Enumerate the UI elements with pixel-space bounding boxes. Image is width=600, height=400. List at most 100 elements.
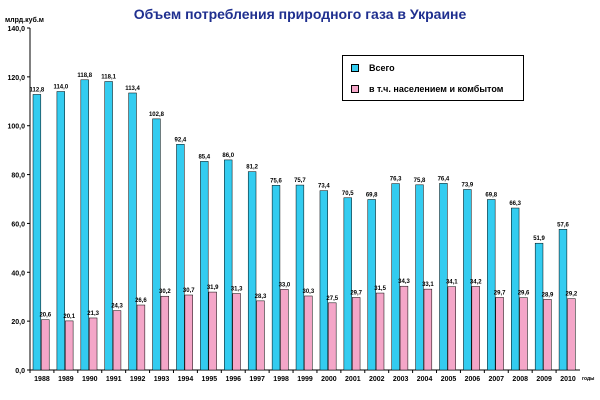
bar-population — [352, 297, 361, 371]
bar-population — [304, 295, 313, 371]
data-label-population: 29,2 — [566, 292, 578, 298]
data-label-total: 85,4 — [198, 154, 210, 160]
bar-total — [56, 91, 65, 371]
y-tick-label: 20,0 — [11, 319, 25, 326]
data-label-population: 26,6 — [135, 298, 147, 304]
bar-population — [280, 289, 289, 371]
bar-total — [32, 94, 42, 371]
bar-population — [65, 320, 74, 371]
legend-item-population: в т.ч. населением и комбытом — [351, 84, 503, 94]
bar-total — [439, 183, 448, 371]
x-tick-label: 1994 — [178, 376, 194, 383]
x-tick-label: 2004 — [417, 376, 433, 383]
data-label-population: 31,3 — [231, 287, 243, 293]
data-label-total: 113,4 — [125, 86, 140, 92]
x-tick-label: 1988 — [34, 376, 50, 383]
data-label-total: 66,3 — [509, 201, 521, 207]
bar-total — [511, 207, 520, 371]
bar-total — [391, 183, 400, 371]
x-tick-label: 1989 — [58, 376, 74, 383]
y-tick-label: 40,0 — [11, 270, 25, 277]
legend-label-population: в т.ч. населением и комбытом — [369, 84, 504, 94]
legend-swatch-total — [351, 64, 359, 72]
data-label-population: 33,0 — [279, 282, 291, 288]
data-label-population: 34,3 — [398, 279, 410, 285]
data-label-total: 70,5 — [342, 191, 354, 197]
bar-population — [447, 286, 456, 371]
bar-population — [567, 298, 576, 371]
bar-total — [463, 189, 472, 371]
y-tick-label: 140,0 — [7, 26, 25, 33]
bar-total — [271, 185, 281, 371]
data-label-population: 30,7 — [183, 288, 195, 294]
x-tick-label: 1993 — [154, 376, 170, 383]
data-label-total: 92,4 — [175, 137, 187, 143]
x-tick-label: 2006 — [465, 376, 481, 383]
y-tick-label: 60,0 — [11, 221, 25, 228]
bar-population — [184, 294, 193, 371]
data-label-population: 34,2 — [470, 279, 482, 285]
chart-title: Объем потребления природного газа в Укра… — [133, 6, 467, 22]
x-tick-label: 2003 — [393, 376, 409, 383]
bar-total — [415, 184, 424, 371]
bar-total — [487, 199, 496, 371]
data-label-total: 81,2 — [246, 165, 258, 171]
data-label-population: 28,3 — [255, 294, 267, 300]
bar-total — [128, 92, 137, 371]
y-tick-label: 0,0 — [15, 368, 25, 375]
data-label-total: 69,8 — [485, 192, 497, 198]
data-label-total: 73,9 — [461, 182, 473, 188]
y-axis-title: млрд.куб.м — [5, 16, 44, 24]
bar-population — [136, 304, 146, 371]
y-tick-label: 100,0 — [7, 124, 25, 131]
data-label-population: 20,1 — [63, 314, 75, 320]
x-tick-label: 1997 — [249, 376, 265, 383]
bar-population — [399, 285, 409, 371]
data-label-total: 114,0 — [53, 85, 68, 91]
bar-population — [256, 300, 265, 371]
data-label-population: 34,1 — [446, 280, 458, 286]
data-label-total: 69,8 — [366, 192, 378, 198]
data-label-total: 102,8 — [149, 112, 165, 118]
x-tick-label: 2001 — [345, 376, 361, 383]
bar-total — [343, 197, 352, 371]
x-tick-label: 2002 — [369, 376, 385, 383]
data-label-total: 57,6 — [557, 222, 569, 228]
bar-total — [534, 242, 544, 371]
y-tick-label: 80,0 — [11, 173, 25, 180]
bar-total — [152, 118, 161, 371]
data-label-population: 29,6 — [518, 291, 530, 297]
data-label-population: 29,7 — [494, 290, 506, 296]
data-label-population: 30,2 — [159, 289, 171, 295]
data-label-population: 31,9 — [207, 285, 219, 291]
x-tick-label: 1999 — [297, 376, 313, 383]
bar-population — [328, 302, 337, 371]
data-label-total: 76,3 — [390, 177, 402, 183]
bar-total — [200, 161, 209, 371]
data-label-total: 75,8 — [414, 178, 426, 184]
y-tick-label: 120,0 — [7, 75, 25, 82]
x-tick-label: 2005 — [441, 376, 457, 383]
x-tick-label: 2000 — [321, 376, 337, 383]
data-label-population: 31,5 — [374, 286, 386, 292]
bar-population — [495, 297, 504, 371]
bar-total — [367, 199, 376, 371]
bar-population — [41, 319, 50, 371]
bar-population — [423, 288, 433, 371]
x-tick-label: 2010 — [560, 376, 576, 383]
bar-total — [319, 190, 329, 371]
bar-population — [112, 310, 122, 371]
x-tick-label: 2008 — [512, 376, 528, 383]
data-label-total: 118,8 — [77, 73, 92, 79]
data-label-population: 20,6 — [39, 313, 51, 319]
data-label-total: 51,9 — [533, 236, 545, 242]
x-tick-label: 1996 — [225, 376, 241, 383]
data-label-population: 30,3 — [302, 289, 314, 295]
data-label-population: 21,3 — [87, 311, 99, 317]
bar-population — [519, 297, 528, 371]
bar-total — [104, 81, 113, 371]
bar-total — [295, 184, 305, 371]
bar-population — [88, 317, 98, 371]
data-label-total: 112,8 — [30, 87, 45, 93]
